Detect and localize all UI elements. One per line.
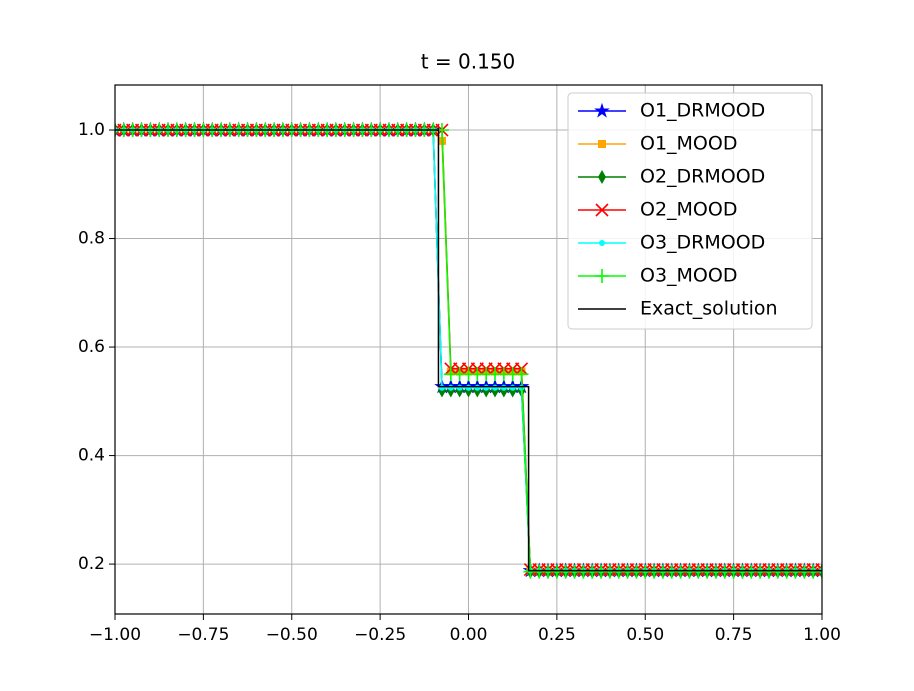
- marker: [456, 384, 463, 391]
- legend-marker: [594, 102, 610, 118]
- legend-label: O1_MOOD: [640, 133, 737, 155]
- legend-box: [567, 92, 813, 330]
- y-tick-label: 0.8: [78, 229, 105, 249]
- marker: [492, 384, 499, 391]
- legend: O1_DRMOOD O1_MOOD O2_DRMOOD O2_MOOD O3_DRMOO…: [567, 92, 813, 330]
- legend-label: Exact_solution: [640, 298, 778, 320]
- legend-marker: [599, 240, 605, 246]
- marker: [465, 384, 472, 391]
- x-tick-label: 0.00: [450, 625, 488, 645]
- x-tick-label: 1.00: [803, 625, 841, 645]
- plot-area: [115, 121, 822, 579]
- marker: [500, 384, 507, 391]
- marker: [509, 384, 516, 391]
- x-tick-label: −1.00: [89, 625, 141, 645]
- legend-marker: [598, 140, 606, 148]
- x-tick-label: −0.75: [177, 625, 229, 645]
- y-tick-label: 0.2: [78, 554, 105, 574]
- marker: [483, 384, 490, 391]
- axes-frame: [114, 84, 823, 615]
- legend-marker: [595, 269, 609, 283]
- chart-title: t = 0.150: [421, 50, 516, 74]
- x-tick-label: 0.75: [715, 625, 753, 645]
- legend-label: O2_DRMOOD: [640, 166, 765, 188]
- marker: [447, 384, 454, 391]
- marker: [474, 384, 481, 391]
- x-tick-label: −0.50: [266, 625, 318, 645]
- legend-label: O2_MOOD: [640, 199, 737, 221]
- series-line: [115, 129, 822, 572]
- legend-label: O3_DRMOOD: [640, 232, 765, 254]
- y-tick-label: 0.6: [78, 337, 105, 357]
- x-tick-label: −0.25: [354, 625, 406, 645]
- marker: [815, 564, 822, 579]
- legend-marker: [598, 170, 606, 184]
- marker: [514, 367, 529, 382]
- legend-label: O1_DRMOOD: [640, 100, 765, 122]
- x-tick-label: 0.50: [626, 625, 664, 645]
- y-tick-label: 1.0: [78, 120, 105, 140]
- legend-marker: [595, 203, 609, 217]
- legend-label: O3_MOOD: [640, 265, 737, 287]
- x-tick-label: 0.25: [538, 625, 576, 645]
- marker: [815, 562, 822, 577]
- marker: [438, 384, 445, 391]
- y-tick-label: 0.4: [78, 446, 105, 466]
